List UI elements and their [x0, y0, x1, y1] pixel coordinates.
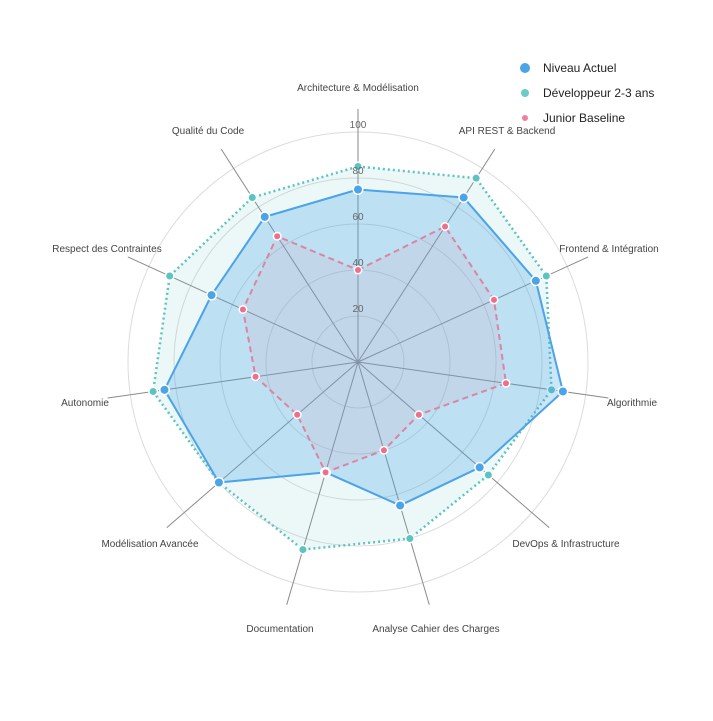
data-point-marker [322, 469, 329, 476]
data-point-marker [260, 212, 269, 221]
axis-label: Documentation [246, 624, 313, 635]
series-polygon [241, 225, 507, 474]
data-point-marker [207, 291, 216, 300]
data-point-marker [490, 296, 497, 303]
data-point-marker [160, 385, 169, 394]
data-point-marker [166, 272, 174, 280]
legend-item-niveau-actuel[interactable]: Niveau Actuel [520, 55, 654, 80]
axis-line [357, 361, 430, 605]
legend-item-developpeur[interactable]: Développeur 2-3 ans [520, 80, 654, 105]
data-point-marker [475, 463, 484, 472]
series-polygon [151, 165, 553, 551]
data-point-marker [354, 163, 362, 170]
series-0 [158, 184, 569, 511]
data-point-marker [558, 387, 567, 396]
axis-label: Modélisation Avancée [101, 539, 199, 550]
series-polygon [163, 188, 564, 507]
data-point-marker [502, 380, 509, 387]
axis-line [220, 148, 359, 363]
series-2 [238, 222, 511, 477]
data-point-marker [149, 387, 157, 395]
legend-marker-icon [521, 88, 529, 97]
data-point-marker [406, 535, 414, 543]
tick-label: 100 [350, 120, 367, 131]
data-point-marker [354, 185, 362, 194]
data-point-marker [396, 501, 405, 510]
data-point-marker [248, 194, 256, 202]
legend-marker-icon [520, 62, 530, 73]
axis-label: Algorithmie [607, 398, 657, 409]
data-point-marker [299, 546, 307, 554]
legend-label: Junior Baseline [543, 110, 626, 125]
data-point-marker [531, 276, 540, 285]
axis-label: API REST & Backend [459, 126, 556, 137]
data-point-marker [380, 447, 387, 454]
data-point-marker [542, 272, 550, 280]
axis-line [357, 361, 550, 529]
data-point-marker [459, 193, 468, 202]
legend-label: Niveau Actuel [543, 60, 617, 75]
legend-marker-icon [522, 114, 528, 121]
axis-label: DevOps & Infrastructure [512, 539, 620, 550]
data-point-marker [415, 411, 422, 418]
axis-label: Qualité du Code [172, 126, 245, 137]
data-point-marker [252, 373, 259, 380]
axis-line [286, 361, 359, 605]
data-point-marker [442, 223, 449, 230]
axis-label: Analyse Cahier des Charges [372, 624, 499, 635]
data-point-marker [355, 267, 361, 273]
data-point-marker [472, 174, 480, 182]
legend-label: Développeur 2-3 ans [543, 85, 655, 100]
series-1 [148, 161, 557, 555]
data-point-marker [484, 471, 492, 479]
axis-label: Respect des Contraintes [52, 244, 162, 255]
tick-label: 60 [352, 212, 364, 223]
grid [107, 109, 609, 605]
axis-label: Autonomie [61, 398, 109, 409]
tick-label: 80 [352, 166, 364, 177]
legend: Niveau Actuel Développeur 2-3 ans Junior… [520, 55, 654, 130]
axis-label: Frontend & Intégration [559, 244, 659, 255]
axis-line [357, 148, 496, 363]
axis-line [166, 361, 359, 529]
tick-label: 20 [352, 304, 364, 315]
legend-item-junior-baseline[interactable]: Junior Baseline [520, 105, 654, 130]
data-point-marker [239, 306, 246, 313]
axis-label: Architecture & Modélisation [297, 83, 419, 94]
data-point-marker [548, 386, 556, 394]
tick-label: 40 [352, 258, 364, 269]
data-point-marker [214, 478, 223, 487]
data-point-marker [294, 411, 301, 418]
data-point-marker [274, 233, 281, 240]
